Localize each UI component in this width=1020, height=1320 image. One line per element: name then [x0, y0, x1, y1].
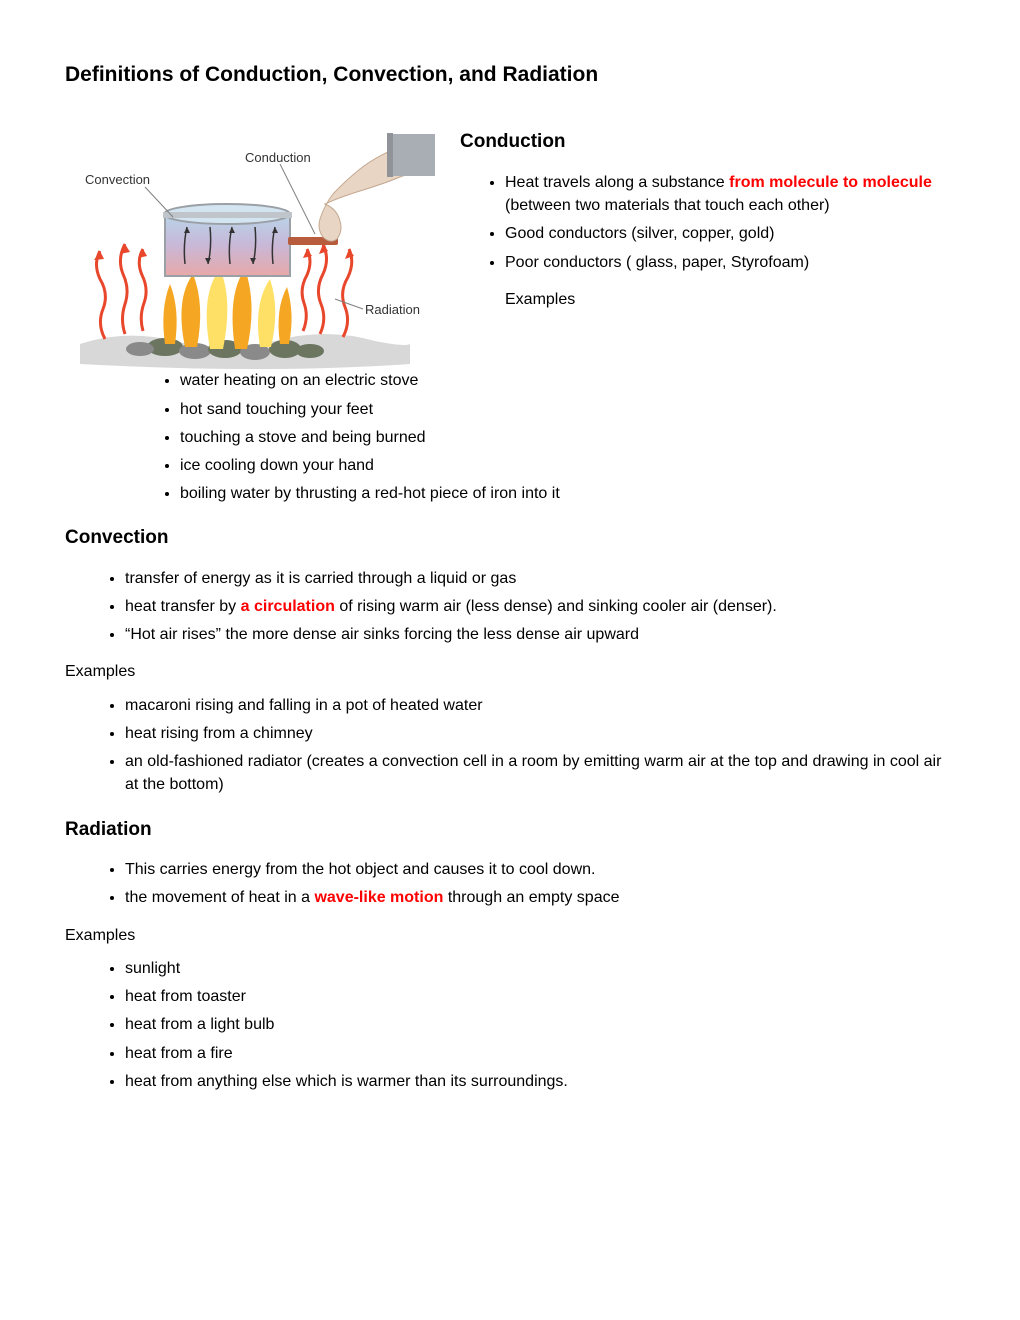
radiation-bullet-1: This carries energy from the hot object …: [125, 858, 955, 881]
radiation-bullets: This carries energy from the hot object …: [65, 858, 955, 909]
conduction-example-3: touching a stove and being burned: [180, 426, 955, 449]
page-title: Definitions of Conduction, Convection, a…: [65, 60, 955, 89]
conduction-heading: Conduction: [460, 129, 955, 156]
conduction-bullet-1: Heat travels along a substance from mole…: [505, 171, 955, 217]
radiation-wave-r2: [343, 249, 352, 337]
radiation-bullet-2: the movement of heat in a wave-like moti…: [125, 886, 955, 909]
radiation-heading: Radiation: [65, 817, 955, 844]
sleeve-cuff: [387, 133, 393, 177]
flame-6: [279, 287, 292, 344]
radiation-examples-label: Examples: [65, 925, 955, 947]
radiation-example-5: heat from anything else which is warmer …: [125, 1070, 955, 1093]
label-line-convection: [145, 187, 173, 217]
conduction-examples: water heating on an electric stove hot s…: [65, 369, 955, 505]
conduction-example-4: ice cooling down your hand: [180, 454, 955, 477]
radiation-wave-r3: [302, 249, 310, 331]
radiation-wave-l3: [139, 249, 146, 331]
radiation-examples: sunlight heat from toaster heat from a l…: [65, 957, 955, 1093]
conduction-example-2: hot sand touching your feet: [180, 398, 955, 421]
radiation-wave-l2: [97, 251, 106, 339]
convection-example-3: an old-fashioned radiator (creates a con…: [125, 750, 955, 796]
diagram-label-conduction: Conduction: [245, 149, 311, 167]
radiation-wave-l1: [120, 244, 127, 334]
conduction-bullets: Heat travels along a substance from mole…: [460, 171, 955, 274]
conduction-examples-label: Examples: [505, 289, 955, 311]
radiation-example-3: heat from a light bulb: [125, 1013, 955, 1036]
conduction-bullet-2: Good conductors (silver, copper, gold): [505, 222, 955, 245]
convection-example-2: heat rising from a chimney: [125, 722, 955, 745]
flame-4: [233, 269, 252, 349]
sleeve: [390, 134, 435, 176]
convection-example-1: macaroni rising and falling in a pot of …: [125, 694, 955, 717]
rock-6: [126, 342, 154, 356]
pot-rim-band: [163, 212, 292, 218]
convection-bullet-2: heat transfer by a circulation of rising…: [125, 595, 955, 618]
diagram-label-convection: Convection: [85, 171, 150, 189]
convection-examples-label: Examples: [65, 661, 955, 683]
conduction-example-5: boiling water by thrusting a red-hot pie…: [180, 482, 955, 505]
diagram-container: Convection Conduction Radiation: [65, 109, 435, 369]
convection-bullet-1: transfer of energy as it is carried thro…: [125, 567, 955, 590]
radiation-wave-r1: [318, 244, 326, 334]
flame-5: [258, 279, 275, 347]
rock-7: [296, 344, 324, 358]
convection-bullet-3: “Hot air rises” the more dense air sinks…: [125, 623, 955, 646]
radiation-example-2: heat from toaster: [125, 985, 955, 1008]
flame-3: [207, 269, 228, 349]
convection-heading: Convection: [65, 525, 955, 552]
conduction-right-column: Conduction Heat travels along a substanc…: [460, 109, 955, 321]
heat-transfer-diagram: Convection Conduction Radiation: [65, 109, 435, 369]
radiation-example-4: heat from a fire: [125, 1042, 955, 1065]
radiation-example-1: sunlight: [125, 957, 955, 980]
convection-examples: macaroni rising and falling in a pot of …: [65, 694, 955, 797]
conduction-example-1: water heating on an electric stove: [180, 369, 955, 392]
diagram-svg: [65, 109, 435, 369]
flame-2: [181, 274, 200, 347]
convection-bullets: transfer of energy as it is carried thro…: [65, 567, 955, 647]
conduction-bullet-3: Poor conductors ( glass, paper, Styrofoa…: [505, 251, 955, 274]
diagram-label-radiation: Radiation: [365, 301, 420, 319]
flame-1: [163, 284, 176, 344]
top-row: Convection Conduction Radiation Conducti…: [65, 109, 955, 369]
label-line-radiation: [335, 299, 363, 309]
